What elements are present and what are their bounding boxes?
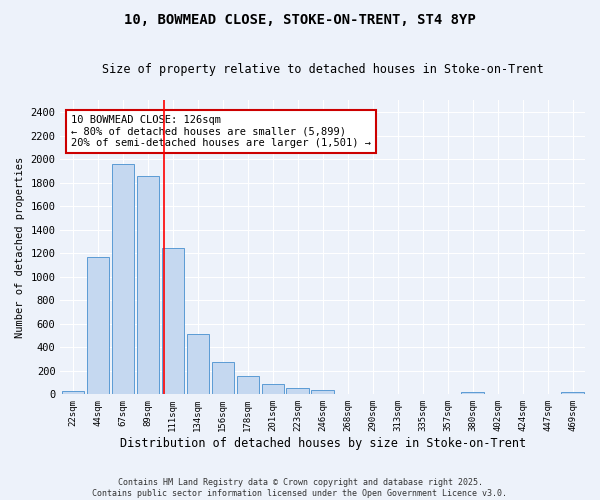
Bar bbox=[461, 392, 484, 394]
Bar bbox=[212, 362, 234, 394]
Bar bbox=[86, 256, 109, 394]
Bar bbox=[286, 388, 309, 394]
Bar bbox=[137, 176, 159, 394]
Bar bbox=[187, 334, 209, 394]
Text: 10, BOWMEAD CLOSE, STOKE-ON-TRENT, ST4 8YP: 10, BOWMEAD CLOSE, STOKE-ON-TRENT, ST4 8… bbox=[124, 12, 476, 26]
Title: Size of property relative to detached houses in Stoke-on-Trent: Size of property relative to detached ho… bbox=[102, 62, 544, 76]
Bar bbox=[62, 392, 84, 394]
Bar bbox=[112, 164, 134, 394]
Bar bbox=[561, 392, 584, 394]
Bar bbox=[262, 384, 284, 394]
Text: 10 BOWMEAD CLOSE: 126sqm
← 80% of detached houses are smaller (5,899)
20% of sem: 10 BOWMEAD CLOSE: 126sqm ← 80% of detach… bbox=[71, 115, 371, 148]
Bar bbox=[236, 376, 259, 394]
Y-axis label: Number of detached properties: Number of detached properties bbox=[15, 156, 25, 338]
Bar bbox=[161, 248, 184, 394]
Bar bbox=[311, 390, 334, 394]
X-axis label: Distribution of detached houses by size in Stoke-on-Trent: Distribution of detached houses by size … bbox=[119, 437, 526, 450]
Text: Contains HM Land Registry data © Crown copyright and database right 2025.
Contai: Contains HM Land Registry data © Crown c… bbox=[92, 478, 508, 498]
